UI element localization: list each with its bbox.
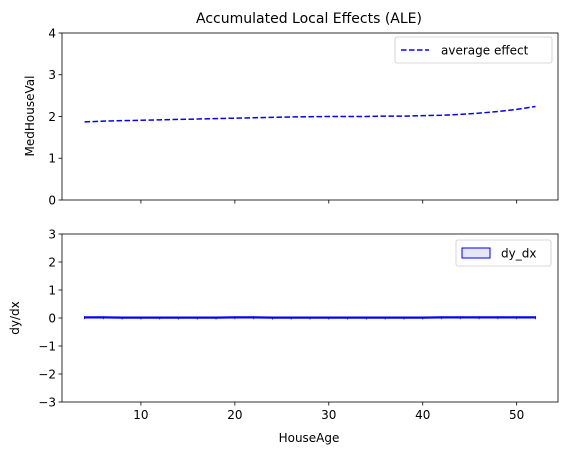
plot-frame [61, 233, 559, 403]
y-tick-label: 0 [48, 193, 56, 207]
x-tick-label: 50 [509, 408, 524, 422]
x-tick-label: 20 [227, 408, 242, 422]
marks-group [84, 316, 536, 320]
x-axis-label: HouseAge [279, 431, 340, 445]
y-tick-label: 4 [48, 26, 56, 40]
derivative-panel: dy/dx HouseAge −3 −2 −1 0 1 2 3 10 20 30 40 50 dy_d… [8, 227, 559, 445]
y-tick-label: 1 [48, 152, 56, 166]
legend-label: dy_dx [501, 247, 536, 261]
y-axis-label: MedHouseVal [23, 76, 37, 157]
plot-frame [61, 32, 559, 201]
y-tick-label: 2 [48, 255, 56, 269]
legend-box [394, 36, 553, 64]
legend: average effect [394, 36, 553, 64]
series-line [84, 105, 536, 123]
ale-panel: Accumulated Local Effects (ALE) MedHouse… [23, 11, 559, 207]
x-tick-label: 10 [133, 408, 148, 422]
marks-group [84, 105, 536, 123]
legend: dy_dx [455, 239, 552, 267]
x-tick-label: 30 [321, 408, 336, 422]
y-axis-label: dy/dx [8, 301, 22, 334]
y-tick-label: 3 [48, 227, 56, 241]
y-tick-label: −2 [38, 367, 56, 381]
y-tick-label: 3 [48, 68, 56, 82]
y-tick-label: 0 [48, 311, 56, 325]
legend-patch-swatch [461, 247, 491, 259]
y-tick-label: −3 [38, 395, 56, 409]
y-tick-label: −1 [38, 339, 56, 353]
ticks-group: 0 1 2 3 4 [48, 26, 518, 207]
y-tick-label: 1 [48, 283, 56, 297]
legend-label: average effect [441, 44, 529, 58]
x-tick-label: 40 [415, 408, 430, 422]
chart-title: Accumulated Local Effects (ALE) [196, 11, 422, 27]
legend-box [455, 239, 552, 267]
ticks-group: −3 −2 −1 0 1 2 3 10 20 30 40 50 [38, 227, 524, 422]
y-tick-label: 2 [48, 110, 56, 124]
